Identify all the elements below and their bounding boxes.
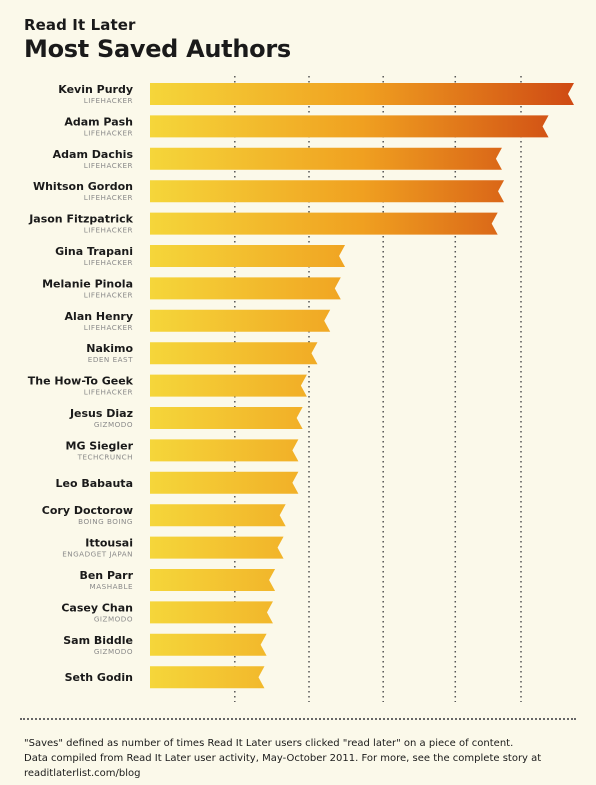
bar-13 [150,471,299,494]
publication-label: GIZMODO [94,614,133,623]
publication-label: GIZMODO [94,647,133,656]
bar-1 [150,83,574,105]
footer-notes: "Saves" defined as number of times Read … [24,736,584,781]
publication-label: GIZMODO [94,420,133,429]
author-label: Jesus Diaz [69,407,133,420]
publication-label: LIFEHACKER [84,258,133,267]
chart-title: Most Saved Authors [24,35,291,63]
bar-11 [150,407,303,429]
publication-label: LIFEHACKER [84,323,133,332]
publication-label: LIFEHACKER [84,96,133,105]
author-label: Leo Babauta [56,477,133,490]
publication-label: EDEN EAST [88,355,133,364]
author-label: Cory Doctorow [42,504,133,517]
footer-line-1: "Saves" defined as number of times Read … [24,738,514,749]
author-label: Alan Henry [65,310,133,323]
bar-9 [150,342,318,365]
author-label: Whitson Gordon [33,180,133,193]
bar-3 [150,147,502,170]
author-label: Seth Godin [65,671,133,684]
author-label: Casey Chan [61,601,133,614]
author-label: Nakimo [86,342,133,355]
author-label: Melanie Pinola [42,277,133,290]
author-label: Sam Biddle [63,634,133,647]
bar-8 [150,309,331,332]
publication-label: BOING BOING [78,517,133,526]
bar-14 [150,504,286,527]
bar-2 [150,115,549,138]
author-label: Jason Fitzpatrick [28,213,133,226]
author-label: Ittousai [85,537,133,550]
footer-line-2: Data compiled from Read It Later user ac… [24,753,542,764]
author-label: MG Siegler [66,439,134,452]
publication-label: LIFEHACKER [84,226,133,235]
publication-label: LIFEHACKER [84,193,133,202]
publication-label: TECHCRUNCH [77,452,133,461]
brand-label: Read It Later [24,16,136,34]
bar-19 [150,666,265,689]
publication-label: MASHABLE [90,582,133,591]
author-label: Ben Parr [79,569,133,582]
bar-5 [150,212,498,235]
bar-7 [150,277,341,300]
publication-label: ENGADGET JAPAN [62,550,133,559]
publication-label: LIFEHACKER [84,128,133,137]
footer-line-3: readitlaterlist.com/blog [24,768,141,779]
footer-divider [20,718,576,720]
bars [150,83,574,689]
author-label: Adam Dachis [53,148,134,161]
bar-18 [150,633,267,656]
bar-15 [150,536,284,559]
bar-17 [150,601,273,624]
author-label: The How-To Geek [28,375,134,388]
author-label: Kevin Purdy [58,83,133,96]
bar-16 [150,569,276,591]
bar-12 [150,439,299,462]
author-label: Adam Pash [64,115,133,128]
publication-label: LIFEHACKER [84,388,133,397]
bar-10 [150,374,307,397]
bar-6 [150,245,346,267]
publication-label: LIFEHACKER [84,290,133,299]
publication-label: LIFEHACKER [84,161,133,170]
bar-4 [150,180,505,203]
author-label: Gina Trapani [55,245,133,258]
